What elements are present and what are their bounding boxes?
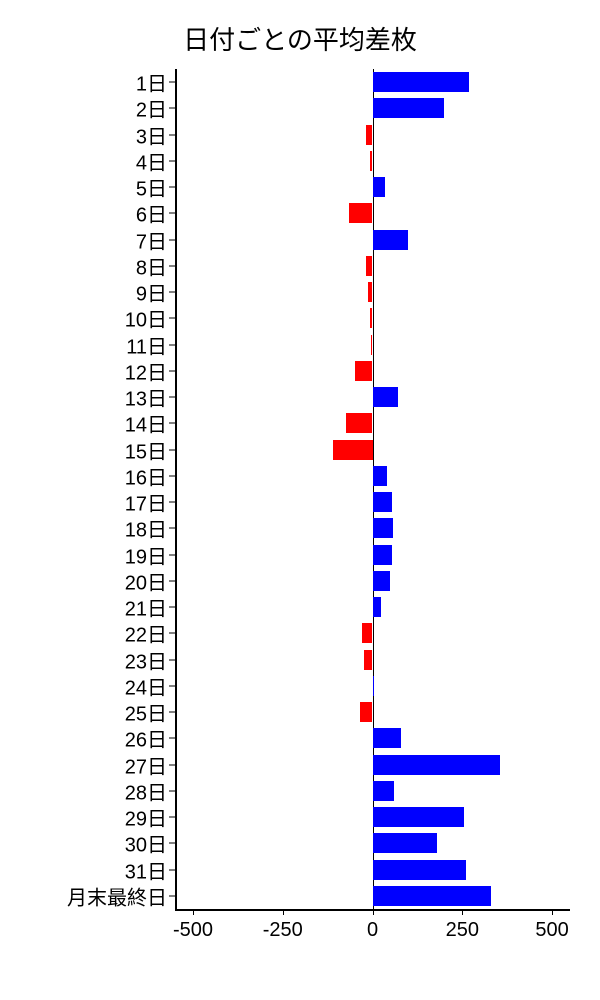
- chart-container: 日付ごとの平均差枚 1日2日3日4日5日6日7日8日9日10日11日12日13日…: [30, 20, 570, 970]
- y-axis-label: 9日: [136, 278, 167, 307]
- x-axis-label: -500: [173, 919, 213, 942]
- x-axis-label: 500: [535, 919, 568, 942]
- y-axis-label: 14日: [125, 409, 167, 438]
- bar: [373, 545, 393, 565]
- x-axis-tick: [283, 909, 284, 915]
- y-axis-label: 30日: [125, 829, 167, 858]
- bar: [368, 282, 372, 302]
- bar: [349, 203, 372, 223]
- bar: [373, 676, 374, 696]
- y-axis-label: 19日: [125, 540, 167, 569]
- bar: [373, 492, 393, 512]
- y-axis-label: 25日: [125, 698, 167, 727]
- bar: [373, 886, 492, 906]
- bar: [373, 833, 438, 853]
- y-axis-label: 12日: [125, 356, 167, 385]
- y-axis-label: 17日: [125, 488, 167, 517]
- y-axis-label: 3日: [136, 120, 167, 149]
- y-axis-label: 7日: [136, 225, 167, 254]
- bar: [360, 702, 373, 722]
- bar: [373, 597, 382, 617]
- y-axis-label: 21日: [125, 593, 167, 622]
- y-axis-label: 27日: [125, 750, 167, 779]
- bar: [370, 151, 373, 171]
- bar: [373, 177, 386, 197]
- y-axis-label: 2日: [136, 94, 167, 123]
- bar: [355, 361, 373, 381]
- y-axis-label: 28日: [125, 776, 167, 805]
- y-axis: 1日2日3日4日5日6日7日8日9日10日11日12日13日14日15日16日1…: [30, 69, 175, 909]
- y-axis-label: 月末最終日: [67, 881, 167, 910]
- y-axis-label: 8日: [136, 251, 167, 280]
- bar: [373, 98, 445, 118]
- y-axis-label: 20日: [125, 566, 167, 595]
- y-axis-label: 24日: [125, 671, 167, 700]
- y-axis-label: 23日: [125, 645, 167, 674]
- y-axis-label: 16日: [125, 461, 167, 490]
- y-axis-label: 4日: [136, 146, 167, 175]
- bar: [362, 623, 373, 643]
- chart-title: 日付ごとの平均差枚: [30, 20, 570, 57]
- y-axis-label: 26日: [125, 724, 167, 753]
- bar: [371, 335, 373, 355]
- y-axis-label: 11日: [126, 330, 167, 359]
- x-axis-label: 250: [446, 919, 479, 942]
- y-axis-label: 22日: [125, 619, 167, 648]
- y-axis-label: 5日: [136, 173, 167, 202]
- y-axis-label: 18日: [125, 514, 167, 543]
- y-axis-label: 13日: [125, 383, 167, 412]
- bar: [366, 256, 372, 276]
- bar: [364, 650, 373, 670]
- x-axis-tick: [373, 909, 374, 915]
- x-axis-tick: [193, 909, 194, 915]
- x-axis-label: -250: [263, 919, 303, 942]
- bar: [373, 755, 500, 775]
- bar: [373, 72, 470, 92]
- bar: [373, 387, 398, 407]
- bar: [370, 308, 373, 328]
- bar: [373, 807, 465, 827]
- x-axis-label: 0: [367, 919, 378, 942]
- x-axis: -500 -250 0 250 500: [175, 909, 570, 949]
- y-axis-label: 31日: [125, 855, 167, 884]
- y-axis-label: 10日: [125, 304, 167, 333]
- y-axis-label: 1日: [136, 68, 167, 97]
- bar: [373, 518, 394, 538]
- bar: [373, 781, 395, 801]
- bar: [373, 230, 409, 250]
- bar: [366, 125, 372, 145]
- bar: [373, 860, 466, 880]
- plot-area: 1日2日3日4日5日6日7日8日9日10日11日12日13日14日15日16日1…: [30, 69, 570, 949]
- bar: [346, 413, 373, 433]
- x-axis-tick: [552, 909, 553, 915]
- y-axis-label: 15日: [125, 435, 167, 464]
- bar: [333, 440, 373, 460]
- bars-area: [175, 69, 570, 909]
- bar: [373, 571, 391, 591]
- x-axis-tick: [462, 909, 463, 915]
- y-axis-label: 29日: [125, 803, 167, 832]
- bar: [373, 728, 402, 748]
- y-axis-label: 6日: [136, 199, 167, 228]
- bar: [373, 466, 387, 486]
